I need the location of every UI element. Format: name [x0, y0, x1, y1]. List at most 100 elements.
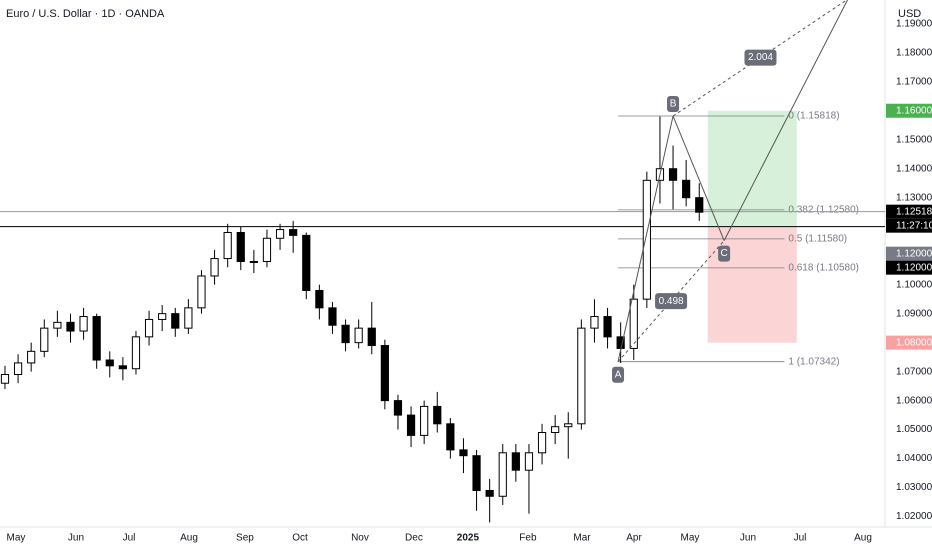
candle-body	[158, 313, 167, 320]
pattern-label: C	[721, 248, 728, 259]
candle-body	[13, 362, 23, 376]
y-tick-label: 1.17000	[896, 76, 932, 87]
candle-body	[236, 231, 245, 262]
x-tick-label: Feb	[519, 533, 537, 544]
y-tick-label: 1.03000	[896, 482, 932, 493]
price-badge	[886, 103, 932, 118]
candle-body	[131, 336, 141, 370]
x-tick-label: Jul	[123, 533, 136, 544]
candle-body	[393, 400, 403, 416]
price-badge	[886, 335, 932, 350]
price-badge	[886, 260, 932, 275]
pattern-point	[718, 245, 731, 262]
candle-body	[171, 313, 180, 329]
candle-body	[210, 258, 219, 277]
y-tick-label: 1.15000	[896, 134, 932, 145]
x-tick-label: Mar	[573, 533, 591, 544]
x-tick-label: Apr	[626, 533, 642, 544]
price-axis	[885, 0, 932, 550]
candle-body	[406, 414, 416, 436]
candle-body	[105, 359, 114, 367]
pattern-point	[667, 96, 680, 113]
y-tick-label: 1.14000	[896, 163, 932, 174]
x-tick-label: Sep	[236, 533, 254, 544]
pattern-point	[612, 366, 625, 383]
candle-body	[315, 289, 324, 309]
x-tick-label: Aug	[180, 533, 198, 544]
x-tick-label: Nov	[351, 533, 369, 544]
candle-body	[524, 452, 534, 471]
x-tick-label: Jun	[68, 533, 84, 544]
candle-body	[223, 231, 232, 260]
candle-body	[92, 316, 101, 361]
y-tick-label: 1.09000	[896, 308, 932, 319]
candle-body	[40, 327, 49, 352]
candle-body	[53, 321, 62, 329]
candle-body	[197, 275, 206, 309]
candle-body	[118, 365, 127, 370]
candle-body	[511, 452, 520, 471]
candle-body	[380, 345, 389, 402]
fib-label: 0 (1.15818)	[788, 111, 839, 122]
ratio-label: 0.498	[659, 296, 684, 307]
pattern-label: A	[615, 369, 622, 380]
price-badge-label: 1.12518	[896, 206, 932, 217]
candle-body	[302, 234, 311, 291]
candle-body	[27, 350, 36, 364]
candle-body	[420, 405, 429, 436]
y-tick-label: 1.06000	[896, 395, 932, 406]
pattern-line	[672, 115, 725, 241]
fib-label: 0.5 (1.11580)	[788, 234, 847, 245]
candle-body	[695, 197, 704, 213]
fib-label: 0.382 (1.12580)	[788, 205, 859, 216]
candle-body	[551, 426, 560, 433]
x-tick-label: Jul	[794, 533, 807, 544]
pattern-label: B	[670, 99, 677, 110]
pattern-line	[672, 0, 848, 117]
candle-body	[590, 316, 599, 329]
candle-body	[184, 307, 193, 329]
candle-body	[367, 327, 376, 347]
candle-body	[603, 316, 612, 338]
candle-body	[668, 168, 678, 181]
x-tick-label: May	[7, 533, 26, 544]
candle-body	[275, 229, 285, 239]
candle-body	[354, 327, 363, 344]
y-tick-label: 1.04000	[896, 453, 932, 464]
pattern-line	[723, 0, 849, 241]
x-tick-label: May	[680, 533, 699, 544]
candle-body	[79, 316, 88, 332]
price-badge-label: 1.12000	[896, 262, 932, 273]
fib-label: 1 (1.07342)	[788, 356, 839, 367]
price-badge-label: 1.16000	[896, 105, 932, 116]
y-tick-label: 1.02000	[896, 511, 932, 522]
y-tick-label: 1.19000	[896, 18, 932, 29]
y-tick-label: 1.13000	[896, 192, 932, 203]
price-badge-label: 1.12000	[896, 248, 932, 259]
x-tick-label: Jun	[740, 533, 756, 544]
profit-zone	[707, 110, 797, 227]
currency: USD	[898, 8, 921, 20]
x-tick-label: Aug	[854, 533, 872, 544]
candle-body	[629, 298, 638, 349]
candle-body	[537, 431, 547, 454]
ratio-label: 2.004	[748, 52, 773, 63]
y-tick-label: 1.07000	[896, 366, 932, 377]
price-badge	[886, 246, 932, 261]
fib-label: 0.618 (1.10580)	[788, 262, 859, 273]
price-badge	[886, 204, 932, 219]
candle-body	[682, 179, 691, 199]
candle-body	[249, 260, 258, 263]
candle-body	[577, 327, 586, 425]
ratio-box	[655, 293, 688, 310]
countdown: 11:27:10	[896, 220, 932, 231]
x-tick-label: 2025	[457, 533, 480, 544]
candle-body	[498, 452, 507, 497]
countdown-badge	[886, 218, 932, 233]
candle-body	[459, 449, 468, 457]
y-tick-label: 1.10000	[896, 279, 932, 290]
candle-body	[144, 318, 154, 338]
candle-body	[66, 321, 75, 332]
candle-body	[485, 489, 494, 497]
